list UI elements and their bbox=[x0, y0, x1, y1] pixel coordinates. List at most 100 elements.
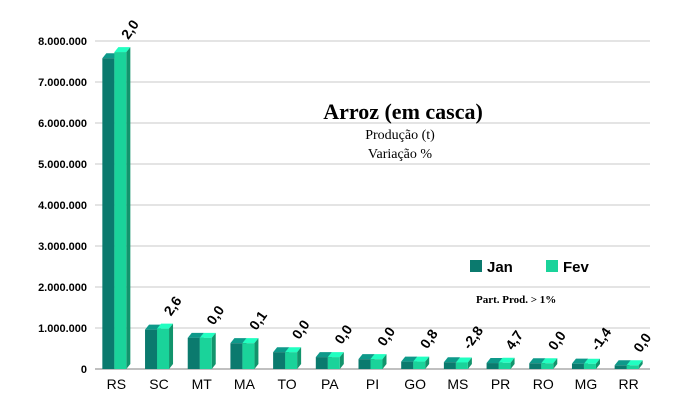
participation-note: Part. Prod. > 1% bbox=[476, 294, 556, 306]
bar-front bbox=[145, 329, 158, 369]
bar bbox=[285, 347, 302, 369]
bar-top bbox=[187, 332, 204, 338]
bar bbox=[498, 357, 515, 369]
bar-top bbox=[443, 357, 460, 363]
x-tick-label: RS bbox=[107, 376, 126, 392]
y-tick-label: 8.000.000 bbox=[38, 36, 87, 48]
bar-side bbox=[467, 357, 472, 369]
y-tick-label: 6.000.000 bbox=[38, 118, 87, 130]
bar-top bbox=[114, 47, 131, 53]
bar bbox=[199, 332, 216, 369]
bar-side bbox=[425, 356, 430, 369]
bar-side bbox=[382, 354, 387, 369]
variation-labels: 2,0 2,6 0,0 0,1 0,0 0,0 0,0 0,8 -2,8 4,7 0,0 -1,4 0,… bbox=[118, 16, 655, 355]
variation-label: 0,1 bbox=[246, 308, 270, 333]
bar-top bbox=[401, 356, 418, 362]
variation-label: 4,7 bbox=[502, 327, 526, 352]
bar-top bbox=[529, 358, 546, 364]
bar-top bbox=[157, 323, 174, 329]
bar-top bbox=[273, 347, 290, 353]
legend: Jan Fev bbox=[470, 259, 590, 276]
x-tick-label: RR bbox=[619, 376, 639, 392]
y-tick-label: 2.000.000 bbox=[38, 282, 87, 294]
chart-subtitle-line-1: Produção (t) bbox=[365, 128, 435, 143]
bar-front bbox=[273, 352, 286, 369]
bar-side bbox=[339, 352, 344, 369]
variation-label: -1,4 bbox=[587, 324, 614, 353]
bar-front bbox=[571, 363, 584, 369]
bar bbox=[541, 358, 558, 369]
y-tick-label: 7.000.000 bbox=[38, 77, 87, 89]
variation-label: 0,8 bbox=[417, 326, 441, 351]
bar-side bbox=[297, 347, 302, 369]
x-tick-label: MS bbox=[447, 376, 468, 392]
y-tick-label: 5.000.000 bbox=[38, 159, 87, 171]
x-tick-label: PR bbox=[491, 376, 510, 392]
y-tick-label: 1.000.000 bbox=[38, 323, 87, 335]
bar-front bbox=[285, 352, 298, 369]
x-tick-label: PI bbox=[366, 376, 379, 392]
bars bbox=[102, 47, 643, 369]
legend-swatch-fev bbox=[546, 260, 558, 272]
bar-front bbox=[327, 357, 340, 369]
variation-label: 0,0 bbox=[630, 330, 654, 355]
bar-top bbox=[583, 358, 600, 364]
bar-front bbox=[315, 357, 328, 369]
bar-top bbox=[145, 324, 162, 330]
bar-front bbox=[529, 363, 542, 369]
chart-title: Arroz (em casca) bbox=[323, 99, 483, 124]
variation-label: 0,0 bbox=[331, 322, 355, 347]
legend-label-fev: Fev bbox=[563, 259, 590, 276]
bar-top bbox=[541, 358, 558, 364]
x-tick-label: MG bbox=[575, 376, 598, 392]
bar-side bbox=[595, 358, 600, 369]
bar bbox=[413, 356, 430, 369]
bar-front bbox=[626, 365, 639, 369]
bar-front bbox=[370, 359, 383, 369]
y-tick-label: 3.000.000 bbox=[38, 241, 87, 253]
bar-top bbox=[199, 332, 216, 338]
x-tick-label: SC bbox=[149, 376, 168, 392]
y-tick-label: 0 bbox=[81, 364, 87, 376]
bar-front bbox=[401, 361, 414, 369]
chart-subtitle-line-2: Variação % bbox=[368, 147, 432, 162]
variation-label: 0,0 bbox=[374, 324, 398, 349]
bar-side bbox=[553, 358, 558, 369]
bar bbox=[455, 357, 472, 369]
bar-front bbox=[157, 328, 170, 369]
bar-top bbox=[413, 356, 430, 362]
variation-label: 0,0 bbox=[545, 328, 569, 353]
variation-label: 2,0 bbox=[118, 16, 142, 41]
bar-top bbox=[327, 352, 344, 358]
variation-label: 0,0 bbox=[288, 317, 312, 342]
bar bbox=[114, 47, 131, 369]
bar-front bbox=[614, 365, 627, 369]
bar-top bbox=[358, 354, 375, 360]
y-tick-label: 4.000.000 bbox=[38, 200, 87, 212]
y-axis: 0 1.000.000 2.000.000 3.000.000 4.000.000 5.0… bbox=[38, 36, 650, 376]
x-tick-label: TO bbox=[278, 376, 297, 392]
bar-front bbox=[114, 52, 127, 369]
x-tick-label: PA bbox=[321, 376, 339, 392]
bar bbox=[583, 358, 600, 369]
bar-side bbox=[254, 338, 259, 369]
bar-side bbox=[211, 332, 216, 369]
bar-top bbox=[230, 338, 247, 344]
bar-front bbox=[541, 363, 554, 369]
bar-top bbox=[285, 347, 302, 353]
bar bbox=[157, 323, 174, 369]
bar-front bbox=[413, 361, 426, 369]
bar-top bbox=[614, 360, 631, 366]
bar-side bbox=[169, 323, 174, 369]
bar-front bbox=[498, 362, 511, 369]
bar-top bbox=[571, 358, 588, 364]
bar-side bbox=[638, 360, 643, 369]
bar-front bbox=[358, 359, 371, 369]
bar-front bbox=[187, 337, 200, 369]
bar-front bbox=[242, 343, 255, 369]
bar-front bbox=[443, 362, 456, 369]
bar bbox=[370, 354, 387, 369]
x-tick-label: MT bbox=[192, 376, 213, 392]
x-tick-label: GO bbox=[404, 376, 426, 392]
